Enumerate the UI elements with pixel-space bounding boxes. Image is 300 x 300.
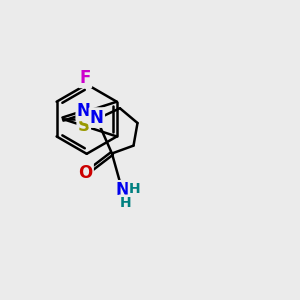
Text: N: N xyxy=(115,181,129,199)
Text: N: N xyxy=(90,109,104,127)
Text: S: S xyxy=(78,117,90,135)
Text: H: H xyxy=(119,196,131,210)
Text: H: H xyxy=(129,182,140,196)
Text: O: O xyxy=(78,164,93,181)
Text: N: N xyxy=(77,102,91,120)
Text: F: F xyxy=(80,69,91,87)
